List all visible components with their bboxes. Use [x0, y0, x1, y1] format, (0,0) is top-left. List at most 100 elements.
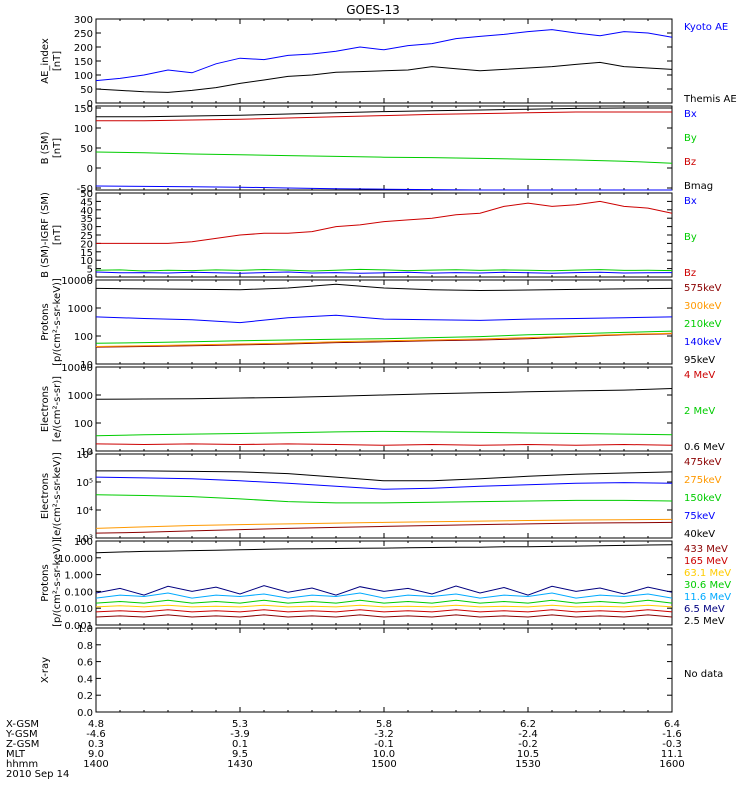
y-tick-label: -50	[77, 184, 93, 195]
y-tick-label: 0	[87, 164, 93, 175]
y-tick-label: 100	[74, 419, 93, 430]
y-axis-label: Electrons	[40, 473, 51, 519]
series-line-300kev	[95, 332, 673, 347]
legend-entry: 150keV	[684, 493, 722, 504]
legend-entry: 300keV	[684, 301, 722, 312]
y-axis-label: B (SM)	[40, 131, 51, 164]
series-line-themis-ae	[95, 61, 673, 93]
footer-date: 2010 Sep 14	[6, 769, 69, 780]
y-tick-label: 100	[74, 71, 93, 82]
footer-row-label: Z-GSM	[6, 739, 39, 750]
footer-value: 9.0	[88, 749, 104, 760]
y-tick-label: 10	[80, 360, 93, 371]
y-axis-unit: [e/(cm²-s-sr)]	[52, 376, 63, 442]
legend-entry: 2 MeV	[684, 406, 715, 417]
panel-6: 10³ 10⁴ 10⁵ 10⁶ Electrons [e/(cm²-s-sr-keV)] 4…	[40, 450, 722, 545]
y-tick-label: 0.010	[64, 604, 93, 615]
legend-entry: Themis AE	[683, 94, 737, 105]
y-axis-label: Protons	[40, 564, 51, 601]
y-tick-label: 0.6	[77, 658, 93, 669]
legend-entry: 40keV	[684, 529, 715, 540]
footer-row-label: hhmm	[6, 759, 38, 770]
series-line-95kev	[95, 283, 673, 292]
legend-entry: By	[684, 232, 697, 243]
legend-entry: No data	[684, 669, 723, 680]
footer-value: -0.3	[662, 739, 682, 750]
footer-value: 1600	[659, 759, 684, 770]
series-line-150kev	[95, 494, 673, 504]
series-line-bz	[96, 111, 672, 122]
legend-entry: 275keV	[684, 475, 722, 486]
y-tick-label: 10⁵	[76, 478, 93, 489]
legend-entry: 95keV	[684, 355, 715, 366]
orbit-footer: X-GSM 4.8 5.3 5.8 6.2 6.4 Y-GSM -4.6 -3.9 -3.2 -2.…	[5, 719, 685, 780]
legend-entry: 475keV	[684, 457, 722, 468]
y-tick-label: 150	[74, 104, 93, 115]
panel-4: 10 100 1000 10000 Protons [p/(cm²-s-sr-keV)] 5…	[40, 276, 722, 371]
series-line-bx	[95, 271, 673, 274]
panel-frame	[95, 279, 673, 365]
y-tick-label: 0.2	[77, 691, 93, 702]
series-line-40kev	[96, 470, 673, 482]
legend-entry: Bx	[684, 196, 697, 207]
y-tick-label: 40	[80, 206, 93, 217]
series-line-0-6-mev	[95, 388, 673, 400]
y-tick-label: 30	[80, 223, 93, 234]
series-line-433-mev	[95, 614, 673, 618]
footer-row-label: Y-GSM	[5, 729, 38, 740]
y-tick-label: 1.0	[77, 624, 93, 635]
y-tick-label: 10000	[61, 363, 93, 374]
footer-value: 6.2	[520, 719, 536, 730]
y-axis-label: B (SM)-IGRF (SM)	[40, 192, 51, 278]
legend-entry: 575keV	[684, 283, 722, 294]
y-tick-label: 50	[80, 189, 93, 200]
footer-value: 5.8	[376, 719, 392, 730]
footer-value: 11.1	[661, 749, 683, 760]
y-tick-label: 0.100	[64, 587, 93, 598]
y-tick-label: 10	[80, 447, 93, 458]
legend-entry: 75keV	[684, 511, 715, 522]
footer-value: 6.4	[664, 719, 680, 730]
legend-entry: 140keV	[684, 337, 722, 348]
y-tick-label: 25	[80, 231, 93, 242]
y-axis-label: AE_index	[40, 38, 51, 84]
y-axis-unit: [p/(cm²-s-sr-keV)]	[52, 539, 63, 627]
panel-frame	[95, 18, 673, 104]
series-line-2-mev	[95, 430, 673, 437]
y-tick-label: 100	[74, 332, 93, 343]
y-tick-label: 0.001	[64, 621, 93, 632]
footer-value: 1400	[83, 759, 108, 770]
y-tick-label: 20	[80, 239, 93, 250]
y-tick-label: 10⁶	[76, 450, 93, 461]
legend-entry: Bmag	[684, 181, 713, 192]
footer-value: 9.5	[232, 749, 248, 760]
panel-7: 0.001 0.010 0.100 1.000 10.000 100 Protons [p/(…	[40, 537, 731, 632]
y-axis-unit: [e/(cm²-s-sr-keV)]	[52, 452, 63, 540]
series-line-30-6-mev	[95, 599, 673, 604]
series-line-6-5-mev	[95, 585, 673, 596]
legend-entry: 63.1 MeV	[684, 568, 731, 579]
panel-2: -50 0 50 100 150 B (SM) [nT] Bx By Bz Bmag	[40, 104, 713, 195]
y-tick-label: 1.000	[64, 571, 93, 582]
footer-value: -1.6	[662, 729, 682, 740]
series-line-210kev	[95, 330, 673, 344]
y-tick-label: 15	[80, 248, 93, 259]
y-tick-label: 0.4	[77, 674, 93, 685]
legend-entry: Bx	[684, 109, 697, 120]
footer-value: -0.1	[374, 739, 394, 750]
y-tick-label: 100	[74, 124, 93, 135]
legend-entry: Bz	[684, 157, 696, 168]
footer-row-label: MLT	[6, 749, 26, 760]
series-line-by	[95, 151, 673, 164]
series-line-11-6-mev	[95, 592, 673, 599]
footer-value: 10.5	[517, 749, 539, 760]
y-tick-label: 250	[74, 29, 93, 40]
series-line-63-1-mev	[95, 604, 673, 608]
y-axis-unit: [nT]	[52, 51, 63, 71]
footer-value: -0.2	[518, 739, 538, 750]
footer-value: 1530	[515, 759, 540, 770]
series-line-475kev	[95, 521, 673, 534]
y-tick-label: 150	[74, 57, 93, 68]
